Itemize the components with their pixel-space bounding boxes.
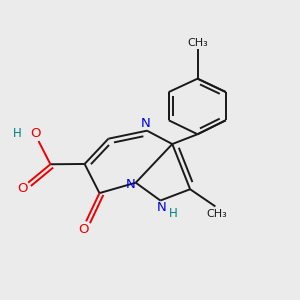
Text: N: N <box>141 117 150 130</box>
Text: H: H <box>169 207 177 220</box>
Text: O: O <box>17 182 28 194</box>
Text: N: N <box>125 178 135 191</box>
Text: O: O <box>30 127 41 140</box>
Text: CH₃: CH₃ <box>206 209 227 219</box>
Text: N: N <box>157 202 167 214</box>
Text: H: H <box>13 127 21 140</box>
Text: CH₃: CH₃ <box>187 38 208 48</box>
Text: O: O <box>78 223 88 236</box>
